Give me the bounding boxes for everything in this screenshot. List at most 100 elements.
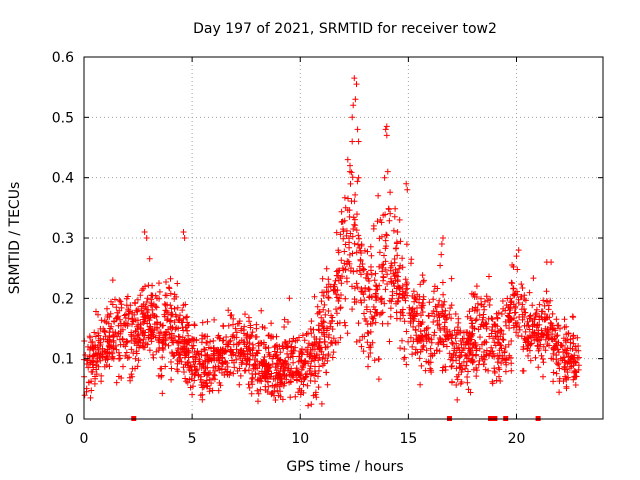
data-point: [351, 221, 358, 228]
data-point: [333, 306, 339, 313]
data-point: [89, 368, 96, 375]
data-point: [559, 343, 566, 349]
data-point: [572, 368, 579, 375]
data-point: [237, 348, 244, 355]
data-point: [178, 348, 185, 355]
data-point: [390, 227, 397, 234]
data-point: [401, 354, 408, 361]
data-point: [246, 356, 253, 363]
data-point: [160, 322, 167, 329]
data-point: [268, 320, 275, 327]
data-point: [296, 334, 302, 341]
data-point: [354, 284, 361, 291]
data-point: [277, 349, 284, 356]
data-point: [551, 343, 558, 350]
data-point: [308, 358, 315, 365]
data-point: [483, 293, 490, 300]
data-point: [308, 401, 315, 408]
data-point: [342, 322, 349, 329]
data-point: [494, 315, 501, 322]
data-point: [399, 337, 405, 344]
data-point: [140, 316, 147, 323]
data-point: [498, 327, 505, 334]
data-point: [318, 320, 325, 327]
data-point: [174, 280, 181, 287]
data-point: [377, 216, 384, 223]
data-point: [458, 369, 465, 375]
data-point: [190, 336, 197, 343]
data-point: [149, 329, 156, 336]
data-point: [526, 289, 533, 296]
data-point: [539, 356, 546, 362]
data-point: [277, 388, 284, 395]
data-point: [560, 378, 567, 385]
data-point: [142, 313, 149, 320]
data-point: [313, 394, 320, 401]
data-point: [555, 322, 562, 329]
data-point: [259, 324, 266, 330]
data-point: [344, 156, 351, 163]
data-point: [461, 345, 467, 352]
data-point: [146, 255, 153, 262]
data-point: [332, 277, 339, 284]
data-point: [417, 328, 424, 335]
data-point: [561, 324, 568, 331]
data-point: [570, 355, 577, 361]
data-point: [573, 369, 580, 376]
data-point: [508, 298, 515, 305]
data-point: [367, 320, 374, 327]
data-point: [98, 317, 105, 324]
data-point: [210, 371, 217, 378]
data-point: [127, 377, 134, 384]
data-point: [156, 288, 163, 295]
data-point: [118, 322, 124, 329]
data-point: [248, 390, 255, 397]
data-point: [489, 380, 496, 387]
data-point: [238, 361, 245, 368]
data-point: [216, 335, 223, 342]
data-point: [178, 358, 185, 365]
data-point: [540, 297, 547, 304]
data-point: [182, 301, 189, 308]
data-point: [442, 307, 449, 314]
data-point: [419, 309, 426, 315]
data-point: [356, 267, 363, 274]
data-point: [514, 320, 521, 326]
data-point: [434, 285, 441, 292]
x-tick-label: 20: [508, 431, 526, 447]
data-point: [129, 321, 135, 328]
data-point: [468, 356, 475, 363]
data-point: [401, 356, 407, 362]
data-point: [258, 378, 265, 385]
data-point: [464, 379, 471, 386]
data-point: [335, 247, 342, 254]
data-point: [124, 355, 131, 361]
data-point: [494, 329, 501, 336]
data-point: [169, 339, 176, 346]
data-point: [101, 363, 108, 370]
data-point: [188, 367, 195, 374]
data-point: [190, 359, 197, 366]
data-point: [496, 347, 503, 354]
data-point: [521, 292, 528, 299]
data-point: [423, 358, 430, 365]
data-point: [349, 114, 356, 121]
data-point: [535, 364, 542, 371]
data-point: [311, 293, 318, 300]
data-point: [453, 382, 460, 388]
data-point: [309, 355, 316, 362]
data-point: [349, 250, 356, 257]
data-point: [533, 306, 540, 313]
data-point: [163, 279, 169, 285]
data-point: [545, 334, 552, 341]
data-point: [159, 354, 166, 361]
data-point: [126, 310, 132, 317]
data-point: [325, 276, 332, 283]
data-point: [365, 353, 372, 360]
data-point: [352, 96, 359, 103]
data-point: [560, 354, 567, 361]
data-point: [527, 312, 534, 319]
data-point: [481, 361, 487, 368]
data-point: [510, 263, 517, 270]
